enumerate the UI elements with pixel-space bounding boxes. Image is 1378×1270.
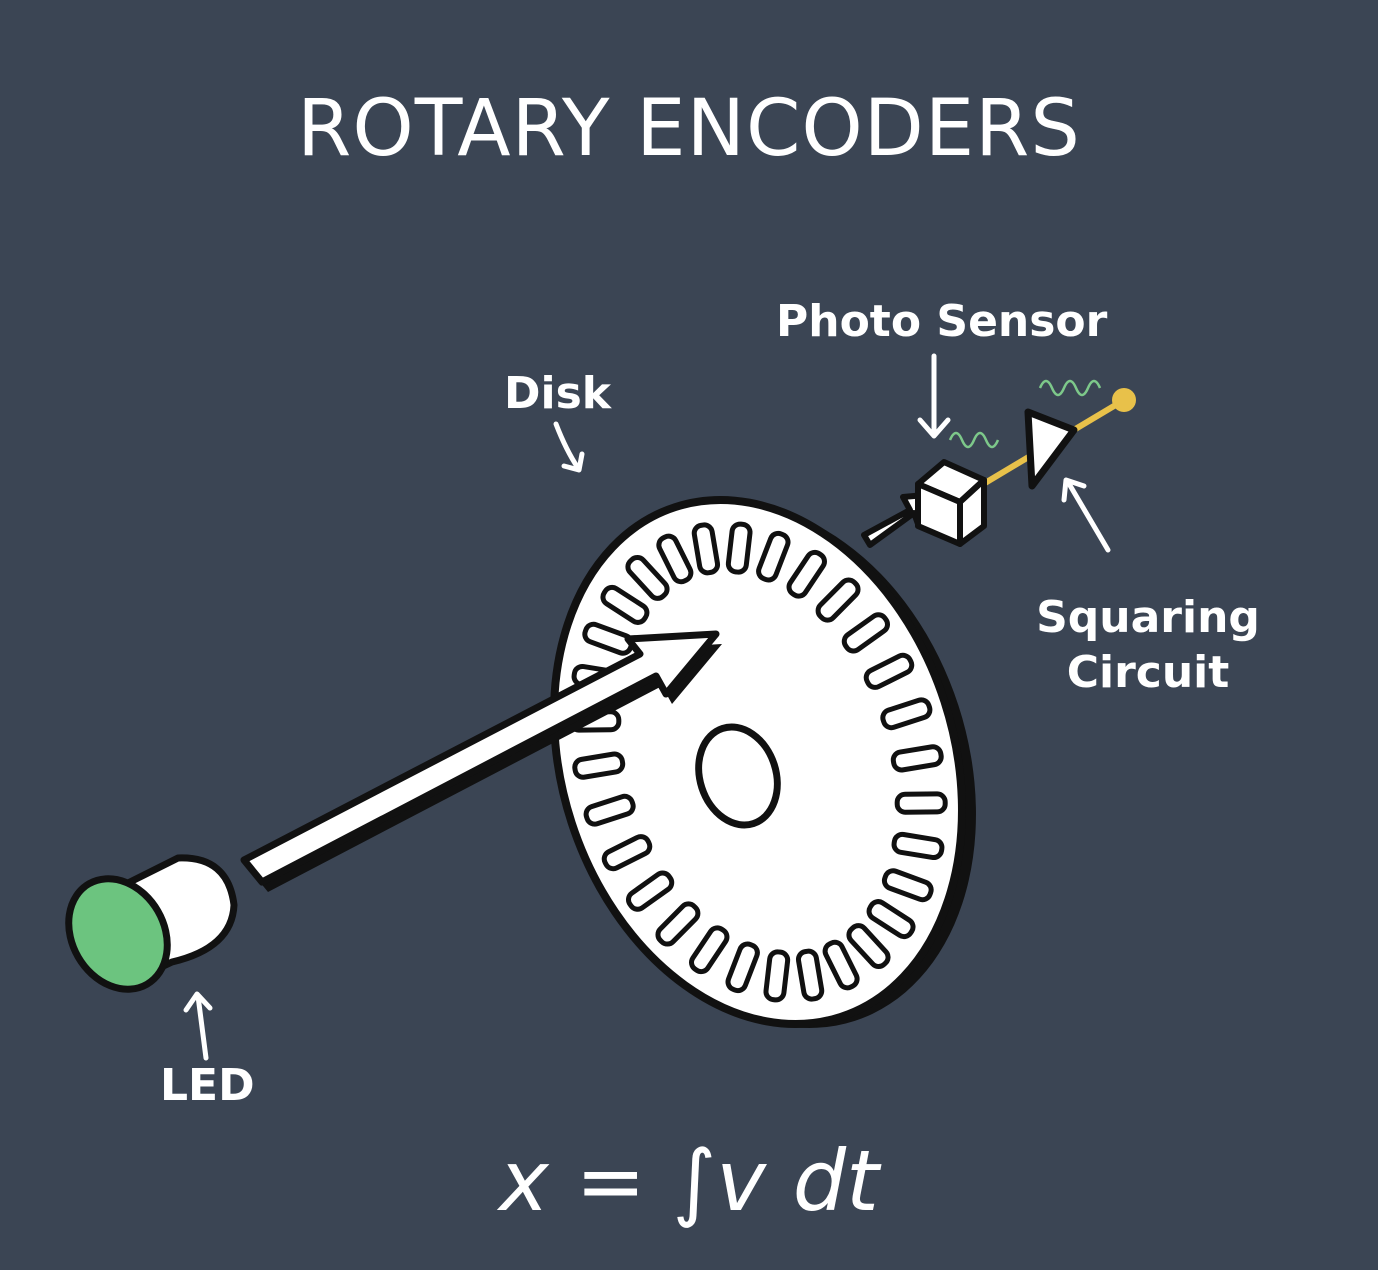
- position-formula: x = ∫v dt: [499, 1132, 879, 1230]
- disk-slot: [815, 577, 861, 623]
- disk-slot: [881, 868, 934, 903]
- output-terminal-dot: [1112, 388, 1136, 412]
- squaring-circuit-label: Squaring Circuit: [1024, 590, 1272, 700]
- disk-slot: [691, 522, 721, 576]
- disk-slot: [822, 939, 860, 991]
- squaring-circuit-label-line2: Circuit: [1066, 647, 1230, 698]
- disk-slot: [725, 521, 753, 575]
- disk-slot: [890, 744, 944, 773]
- disk-slot: [891, 831, 945, 861]
- disk-slot: [572, 751, 626, 780]
- photo-sensor-pointer-arrow: [917, 353, 951, 439]
- disk-slot: [786, 549, 827, 599]
- disk-slot: [863, 652, 915, 690]
- disk-slot: [841, 612, 890, 654]
- disk-slot: [880, 697, 933, 731]
- photo-sensor-label: Photo Sensor: [776, 296, 1108, 347]
- disk-pointer-arrow: [553, 421, 585, 473]
- disk-slot: [725, 941, 760, 994]
- disk-slot: [689, 925, 730, 975]
- disk-slot: [600, 584, 650, 625]
- disk-slot: [756, 530, 791, 583]
- disk-slot: [795, 948, 825, 1002]
- disk-slot: [894, 791, 948, 815]
- photo-sensor-icon: [915, 459, 987, 547]
- squaring-circuit-label-line1: Squaring: [1036, 592, 1260, 643]
- light-beam-arrow-icon: [240, 630, 722, 892]
- disk-slot: [601, 834, 653, 872]
- disk-slot: [655, 901, 701, 947]
- disk-slot: [763, 949, 791, 1003]
- led-pointer-arrow: [183, 991, 213, 1061]
- page-title: ROTARY ENCODERS: [297, 84, 1081, 174]
- disk-slot: [866, 899, 916, 940]
- disk-slot: [626, 870, 675, 912]
- disk-label: Disk: [504, 368, 612, 419]
- disk-slot: [583, 793, 636, 827]
- led-icon: [65, 854, 238, 993]
- disk-slot: [846, 923, 891, 970]
- disk-slot: [625, 554, 670, 601]
- squaring-circuit-pointer-arrow: [1061, 477, 1111, 553]
- disk-slot: [656, 533, 694, 585]
- led-label: LED: [160, 1060, 255, 1111]
- squaring-circuit-icon: [1024, 408, 1078, 490]
- signal-wave-icon: [948, 379, 1102, 449]
- disk-hub: [695, 723, 781, 829]
